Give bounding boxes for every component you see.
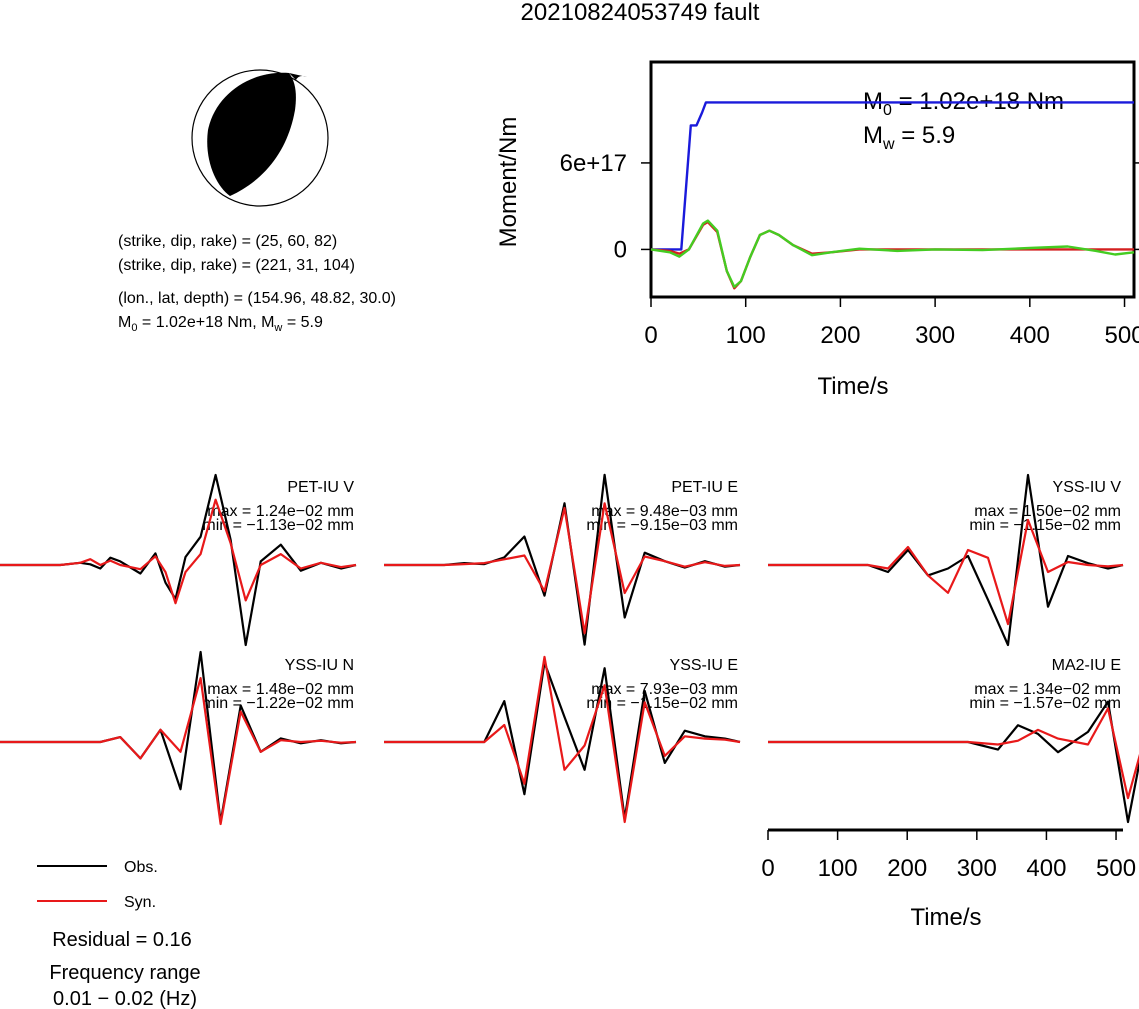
waveform-station-label: YSS-IU N	[285, 657, 354, 674]
waveform-max-label: max = 1.48e−02 mm	[207, 681, 354, 698]
waveform-station-label: YSS-IU E	[670, 657, 738, 674]
moment-x-tick-label: 400	[1010, 322, 1050, 349]
moment-y-tick-label: 6e+17	[560, 150, 627, 177]
legend: Obs. Syn.	[37, 859, 158, 911]
waveform-syn-trace	[384, 655, 741, 824]
moment-plot: Time/s Moment/Nm M0 = 1.02e+18 Nm Mw = 5…	[495, 60, 1139, 400]
moment-x-tick-label: 500	[1105, 322, 1139, 349]
waveform-syn-trace	[384, 502, 741, 635]
waveform-station-label: PET-IU V	[287, 479, 354, 496]
waveform-min-label: min = −1.15e−02 mm	[969, 517, 1121, 534]
waveform-min-label: min = −1.22e−02 mm	[202, 695, 354, 712]
waveform-time-axis: 0 100 200 300 400 500 Time/s	[761, 828, 1136, 931]
waveform-x-axis-label: Time/s	[910, 904, 981, 931]
waveform-x-tick-label: 200	[887, 855, 927, 882]
frequency-range: 0.01 − 0.02 (Hz)	[53, 988, 197, 1009]
waveform-x-tick-label: 400	[1026, 855, 1066, 882]
waveform-station-label: MA2-IU E	[1052, 657, 1121, 674]
moment-x-tick-label: 0	[644, 322, 657, 349]
waveform-x-tick-label: 300	[957, 855, 997, 882]
moment-x-tick-label: 100	[726, 322, 766, 349]
waveform-obs-trace	[384, 473, 741, 646]
waveform-x-tick-label: 100	[818, 855, 858, 882]
source-info-line-2: (strike, dip, rake) = (221, 31, 104)	[118, 257, 355, 274]
moment-plot-frame	[649, 60, 1136, 299]
moment-x-tick-label: 200	[820, 322, 860, 349]
waveform-obs-trace	[768, 473, 1124, 647]
moment-y-tick-label: 0	[614, 236, 627, 263]
source-info-line-1: (strike, dip, rake) = (25, 60, 82)	[118, 233, 337, 250]
waveform-obs-trace	[384, 661, 741, 820]
waveform-x-tick-label: 0	[761, 855, 774, 882]
waveform-syn-trace	[768, 518, 1124, 626]
moment-series-moment-rate-1	[650, 219, 1135, 289]
waveform-station-label: YSS-IU V	[1053, 479, 1122, 496]
beachball-small-quadrant	[289, 73, 307, 80]
source-info: (strike, dip, rake) = (25, 60, 82) (stri…	[118, 233, 396, 334]
waveform-syn-trace	[768, 707, 1139, 800]
source-info-line-4: M0 = 1.02e+18 Nm, Mw = 5.9	[118, 314, 323, 334]
waveform-max-label: max = 9.48e−03 mm	[591, 503, 738, 520]
figure-title: 20210824053749 fault	[521, 0, 760, 26]
waveform-station-label: PET-IU E	[671, 479, 738, 496]
moment-annotation-mw: Mw = 5.9	[863, 122, 955, 153]
waveform-syn-trace	[0, 498, 357, 605]
moment-series-cumulative-moment	[651, 101, 1134, 251]
waveform-obs-trace	[0, 650, 357, 824]
beachball-compressional-quadrant	[207, 72, 296, 196]
waveform-min-label: min = −1.13e−02 mm	[202, 517, 354, 534]
waveform-max-label: max = 1.24e−02 mm	[207, 503, 354, 520]
waveform-min-label: min = −9.15e−03 mm	[586, 517, 738, 534]
moment-x-axis-label: Time/s	[817, 373, 888, 400]
frequency-label: Frequency range	[49, 962, 200, 984]
waveform-min-label: min = −1.15e−02 mm	[586, 695, 738, 712]
waveform-max-label: max = 1.34e−02 mm	[974, 681, 1121, 698]
waveform-max-label: max = 1.50e−02 mm	[974, 503, 1121, 520]
residual-text: Residual = 0.16	[52, 929, 192, 951]
source-info-line-3: (lon., lat, depth) = (154.96, 48.82, 30.…	[118, 290, 396, 307]
waveform-min-label: min = −1.57e−02 mm	[969, 695, 1121, 712]
waveform-x-tick-label: 500	[1096, 855, 1136, 882]
waveform-max-label: max = 7.93e−03 mm	[591, 681, 738, 698]
legend-obs-label: Obs.	[124, 859, 158, 876]
waveform-syn-trace	[0, 676, 357, 826]
waveform-obs-trace	[0, 473, 357, 647]
moment-y-axis-label: Moment/Nm	[495, 117, 522, 248]
beachball-mechanism	[191, 69, 329, 207]
waveform-obs-trace	[768, 700, 1139, 824]
moment-x-tick-label: 300	[915, 322, 955, 349]
legend-syn-label: Syn.	[124, 894, 156, 911]
